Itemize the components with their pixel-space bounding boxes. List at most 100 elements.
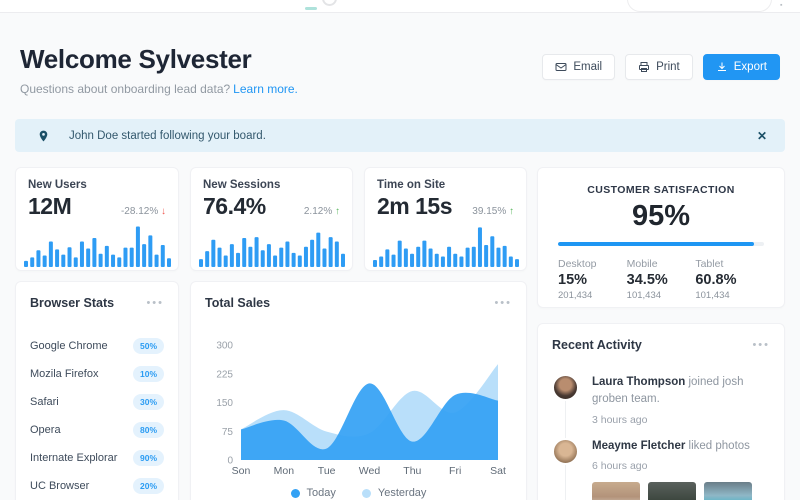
legend-dot (361, 488, 371, 498)
svg-text:Sat: Sat (490, 465, 506, 477)
stat-title: New Sessions (203, 179, 281, 191)
more-menu-icon[interactable] (494, 299, 512, 307)
avatar[interactable] (552, 437, 579, 465)
stat-title: New Users (28, 179, 87, 191)
navbar-logo (322, 0, 337, 6)
svg-text:75: 75 (222, 427, 234, 438)
svg-text:Fri: Fri (449, 465, 461, 477)
svg-text:150: 150 (216, 398, 233, 409)
breakdown-count: 101,434 (626, 290, 662, 301)
legend-label: Yesterday (377, 487, 427, 499)
browser-label: Opera (30, 424, 61, 436)
trend-arrow-icon: ↑ (509, 206, 514, 217)
browser-stats-card: Browser Stats Google Chrome 50% Mozila F… (15, 281, 179, 500)
card-title: Browser Stats (30, 296, 115, 310)
svg-text:Mon: Mon (274, 465, 295, 477)
navbar-logo-accent (305, 7, 317, 10)
stat-change: 2.12% ↑ (304, 206, 340, 217)
breakdown-count: 201,434 (558, 290, 593, 301)
search-input[interactable] (627, 0, 772, 12)
browser-row: Google Chrome 50% (30, 332, 164, 360)
browser-row: UC Browser 20% (30, 472, 164, 500)
close-icon[interactable]: ✕ (756, 128, 767, 143)
svg-text:Wed: Wed (359, 465, 381, 477)
browser-badge: 30% (132, 394, 164, 410)
header-actions: Email Print Export (542, 54, 780, 80)
map-pin-icon (39, 130, 48, 141)
activity-item: Meayme Fletcher liked photos 6 hours ago (552, 437, 770, 500)
stat-card-time-on-site: Time on Site 2m 15s 39.15% ↑ (364, 167, 527, 271)
trend-arrow-icon: ↓ (161, 206, 166, 217)
browser-label: UC Browser (30, 480, 90, 492)
more-menu-icon[interactable] (752, 341, 770, 349)
activity-text: Meayme Fletcher liked photos (592, 438, 752, 455)
breakdown-value: 15% (558, 272, 588, 288)
stat-value: 76.4% (203, 193, 266, 219)
stat-value: 2m 15s (377, 193, 453, 219)
satisfaction-progress-fill (558, 242, 754, 246)
breakdown-column-tablet: Tablet 60.8% 101,434 (695, 258, 764, 301)
activity-list: Laura Thompson joined josh groben team. … (538, 352, 784, 500)
top-navbar: ▪ (0, 0, 800, 13)
print-button-label: Print (656, 61, 680, 73)
stat-change: 39.15% ↑ (472, 206, 514, 217)
satisfaction-progress-bar (558, 242, 764, 246)
export-button-label: Export (733, 61, 767, 73)
browser-row: Mozila Firefox 10% (30, 360, 164, 388)
breakdown-label: Tablet (695, 258, 724, 270)
banner-text: John Doe started following your board. (69, 129, 266, 142)
activity-time: 3 hours ago (592, 413, 648, 426)
legend-item-today: Today (290, 487, 336, 499)
browser-label: Safari (30, 396, 59, 408)
legend-item-yesterday: Yesterday (361, 487, 427, 499)
svg-text:0: 0 (227, 456, 233, 467)
activity-photo[interactable] (704, 481, 752, 500)
browser-badge: 90% (132, 450, 164, 466)
email-icon (555, 63, 567, 71)
sparkline-chart (373, 227, 519, 267)
sparkline-chart (24, 226, 171, 267)
customer-satisfaction-card: CUSTOMER SATISFACTION 95% Desktop 15% 20… (537, 167, 785, 308)
svg-text:Tue: Tue (318, 465, 336, 477)
stat-title: Time on Site (377, 179, 446, 191)
stat-change-value: -28.12% (120, 206, 159, 217)
activity-photo[interactable] (648, 481, 696, 500)
chart-legend: Today Yesterday (191, 487, 526, 499)
breakdown-value: 34.5% (626, 272, 668, 288)
email-button-label: Email (573, 61, 603, 73)
browser-row: Internate Explorar 90% (30, 444, 164, 472)
recent-activity-card: Recent Activity Laura Thompson joined jo… (537, 323, 785, 500)
export-icon (717, 62, 726, 71)
export-button[interactable]: Export (702, 54, 780, 80)
trend-arrow-icon: ↑ (335, 206, 340, 217)
learn-more-link[interactable]: Learn more. (233, 82, 298, 96)
sparkline-chart (199, 232, 345, 267)
subtitle-text: Questions about onboarding lead data? (20, 82, 231, 96)
breakdown-value: 60.8% (695, 272, 737, 288)
avatar[interactable] (552, 374, 579, 401)
activity-text: Laura Thompson joined josh groben team. (592, 374, 770, 409)
page-subtitle: Questions about onboarding lead data? Lea… (20, 82, 298, 96)
breakdown-column-desktop: Desktop 15% 201,434 (558, 258, 627, 301)
breakdown-label: Mobile (626, 258, 658, 270)
browser-badge: 50% (132, 338, 164, 354)
stat-change-value: 2.12% (303, 206, 333, 217)
activity-action: liked photos (688, 439, 750, 452)
activity-user-name: Meayme Fletcher (592, 439, 686, 452)
email-button[interactable]: Email (542, 54, 616, 80)
svg-text:300: 300 (216, 341, 233, 352)
activity-photo[interactable] (592, 481, 640, 500)
browser-label: Mozila Firefox (30, 368, 99, 380)
browser-row: Opera 80% (30, 416, 164, 444)
svg-text:Thu: Thu (403, 465, 421, 477)
browser-row: Safari 30% (30, 388, 164, 416)
more-menu-icon[interactable] (146, 299, 164, 307)
breakdown-column-mobile: Mobile 34.5% 101,434 (627, 258, 696, 301)
navbar-menu-icon[interactable]: ▪ (780, 2, 783, 9)
notification-banner: John Doe started following your board. ✕ (15, 119, 785, 152)
print-button[interactable]: Print (625, 54, 693, 80)
svg-text:Son: Son (232, 465, 251, 477)
browser-badge: 10% (132, 366, 164, 382)
activity-user-name: Laura Thompson (592, 376, 686, 388)
